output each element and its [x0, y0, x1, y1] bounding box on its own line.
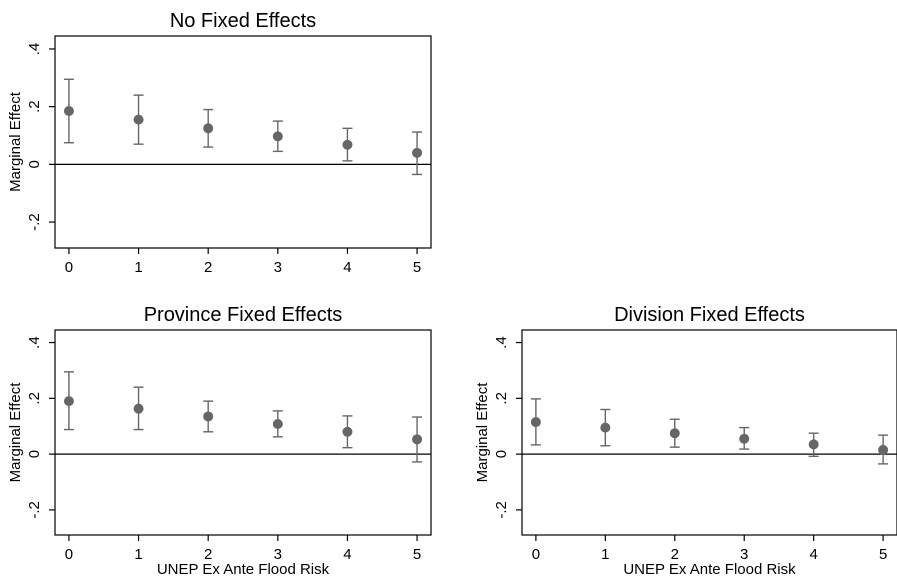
x-tick-label: 4 [809, 546, 817, 563]
x-tick-label: 0 [532, 546, 540, 563]
chart-title: Province Fixed Effects [144, 304, 343, 326]
y-tick-label: 0 [493, 450, 510, 458]
y-tick-label: .2 [26, 392, 43, 405]
x-tick-label: 0 [65, 546, 73, 563]
plot-frame [54, 35, 432, 249]
chart-panel-3: Division Fixed Effects Marginal Effect UNE… [474, 304, 897, 577]
data-point [272, 418, 283, 429]
y-tick-label: .2 [493, 392, 510, 405]
data-point [669, 428, 680, 439]
data-point [63, 105, 74, 116]
data-point [63, 396, 74, 407]
data-point [272, 131, 283, 142]
x-tick-label: 1 [601, 546, 609, 563]
x-tick-label: 5 [879, 546, 887, 563]
y-tick-label: -.2 [26, 501, 43, 519]
data-point [133, 114, 144, 125]
x-tick-label: 1 [134, 259, 142, 276]
y-tick-label: -.2 [493, 501, 510, 519]
y-tick-label: .2 [26, 100, 43, 113]
x-tick-label: 3 [274, 259, 282, 276]
x-tick-label: 5 [413, 546, 421, 563]
data-point [203, 411, 214, 422]
y-axis-label: Marginal Effect [7, 91, 24, 192]
x-tick-label: 5 [413, 259, 421, 276]
y-axis-label: Marginal Effect [474, 382, 491, 483]
data-point [203, 123, 214, 134]
x-tick-label: 4 [343, 259, 351, 276]
chart-panel-2: Province Fixed Effects Marginal Effect UNE… [7, 304, 432, 577]
data-point [878, 444, 889, 455]
y-tick-label: 0 [26, 450, 43, 458]
x-tick-label: 1 [134, 546, 142, 563]
y-tick-label: -.2 [26, 213, 43, 231]
chart-title: No Fixed Effects [170, 10, 316, 32]
y-axis-label: Marginal Effect [7, 382, 24, 483]
data-point [412, 434, 423, 445]
data-point [530, 417, 541, 428]
x-tick-label: 3 [274, 546, 282, 563]
x-tick-label: 3 [740, 546, 748, 563]
chart-title: Division Fixed Effects [614, 304, 805, 326]
data-point [739, 433, 750, 444]
data-point [342, 426, 353, 437]
data-point [808, 439, 819, 450]
plot-frame [521, 329, 897, 536]
x-axis-label: UNEP Ex Ante Flood Risk [623, 561, 796, 577]
data-point [600, 422, 611, 433]
data-point [412, 147, 423, 158]
plot-frame [54, 329, 432, 536]
x-axis-label: UNEP Ex Ante Flood Risk [157, 561, 330, 577]
chart-panel-1: No Fixed Effects Marginal Effect -.2 0 .2 .4 0… [7, 10, 432, 276]
y-tick-label: .4 [26, 336, 43, 349]
x-tick-label: 2 [671, 546, 679, 563]
x-tick-label: 2 [204, 546, 212, 563]
x-tick-label: 0 [65, 259, 73, 276]
y-tick-label: 0 [26, 160, 43, 168]
y-tick-label: .4 [26, 43, 43, 56]
x-tick-label: 4 [343, 546, 351, 563]
data-point [342, 139, 353, 150]
x-tick-label: 2 [204, 259, 212, 276]
data-point [133, 403, 144, 414]
y-tick-label: .4 [493, 336, 510, 349]
